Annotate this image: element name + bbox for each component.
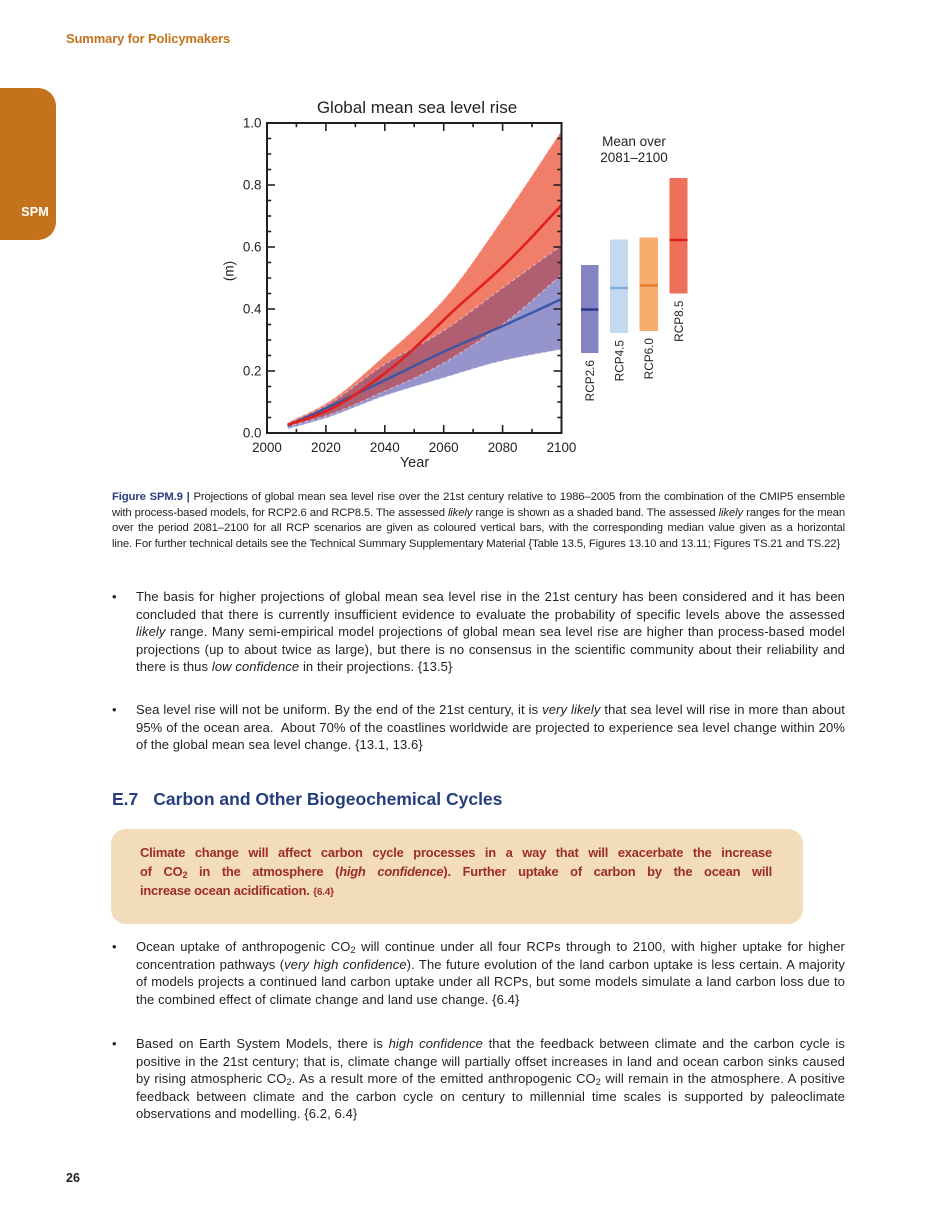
svg-text:RCP2.6: RCP2.6: [583, 360, 597, 402]
svg-text:Mean over: Mean over: [602, 134, 666, 149]
svg-text:0.6: 0.6: [243, 240, 262, 255]
svg-text:RCP4.5: RCP4.5: [613, 340, 627, 382]
svg-text:0.8: 0.8: [243, 178, 262, 193]
svg-text:(m): (m): [222, 261, 237, 281]
svg-text:RCP8.5: RCP8.5: [672, 300, 686, 342]
svg-text:2040: 2040: [370, 440, 400, 455]
svg-text:0.4: 0.4: [243, 302, 262, 317]
svg-text:RCP6.0: RCP6.0: [642, 338, 656, 380]
svg-text:0.0: 0.0: [243, 426, 262, 441]
svg-text:0.2: 0.2: [243, 364, 262, 379]
svg-text:1.0: 1.0: [243, 116, 262, 131]
svg-text:Year: Year: [400, 455, 429, 471]
svg-text:2000: 2000: [252, 440, 282, 455]
svg-text:2081–2100: 2081–2100: [600, 150, 668, 165]
svg-text:Global mean sea level rise: Global mean sea level rise: [317, 98, 517, 117]
svg-text:2100: 2100: [547, 440, 577, 455]
svg-text:2060: 2060: [429, 440, 459, 455]
svg-text:2020: 2020: [311, 440, 341, 455]
svg-text:2080: 2080: [488, 440, 518, 455]
